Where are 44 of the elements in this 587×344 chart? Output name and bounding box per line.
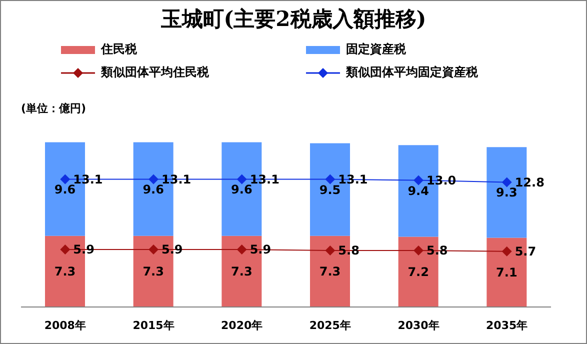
annotation: (単位：億円) xyxy=(21,101,86,116)
data-label: 5.9 xyxy=(162,242,183,257)
data-label: 7.3 xyxy=(319,264,341,279)
point xyxy=(414,245,424,256)
data-label: 5.8 xyxy=(426,244,448,258)
data-label: 7.3 xyxy=(231,264,252,279)
legend-label: 類似団体平均固定資産税 xyxy=(346,64,478,81)
data-label: 5.8 xyxy=(338,244,360,258)
data-label: 7.1 xyxy=(496,266,518,280)
legend-label: 固定資産税 xyxy=(346,41,406,58)
data-label: 9.3 xyxy=(496,186,518,200)
data-label: 5.9 xyxy=(250,242,272,257)
data-label: 9.6 xyxy=(54,182,76,196)
point xyxy=(325,174,336,184)
x-tick-label: 2020年 xyxy=(221,318,263,332)
point xyxy=(60,244,70,254)
x-tick-label: 2025年 xyxy=(309,318,351,332)
x-tick-label: 2035年 xyxy=(486,318,528,332)
data-label: 13.1 xyxy=(162,172,192,187)
legend-label: 類似団体平均住民税 xyxy=(101,64,209,81)
data-label: 9.5 xyxy=(319,182,341,197)
data-label: 7.3 xyxy=(142,264,164,279)
point xyxy=(60,174,70,184)
point xyxy=(236,244,247,254)
x-tick-label: 2008年 xyxy=(44,318,86,332)
data-label: 7.2 xyxy=(408,265,429,280)
point xyxy=(325,245,336,256)
data-label: 5.9 xyxy=(73,242,94,257)
point xyxy=(236,174,247,184)
data-label: 7.3 xyxy=(54,264,76,279)
point xyxy=(502,246,512,256)
data-label: 9.4 xyxy=(408,184,429,198)
data-label: 13.1 xyxy=(73,172,103,187)
text: 玉城町(主要2税歳入額推移) xyxy=(160,5,428,33)
legend-label: 住民税 xyxy=(101,41,137,58)
point xyxy=(148,174,158,184)
data-label: 9.6 xyxy=(142,182,164,196)
point xyxy=(414,175,424,186)
data-label: 13.0 xyxy=(426,174,456,188)
data-label: 9.6 xyxy=(231,182,252,196)
point xyxy=(502,177,512,188)
point xyxy=(148,244,158,254)
x-tick-label: 2015年 xyxy=(132,318,174,332)
x-tick-label: 2030年 xyxy=(398,318,440,332)
